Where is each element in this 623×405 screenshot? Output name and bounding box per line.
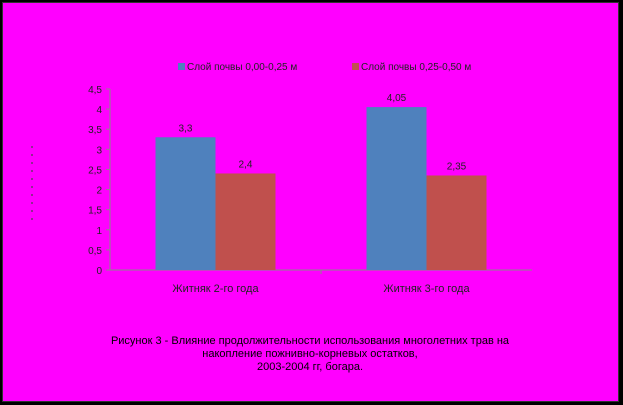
bar: [426, 175, 487, 270]
x-tick-label: Житняк 2-го года: [172, 283, 259, 295]
y-axis-title-dots: [30, 145, 34, 225]
legend-label: Слой почвы 0,25-0,50 м: [361, 62, 471, 73]
figure-caption: Рисунок 3 - Влияние продолжительности ис…: [40, 335, 580, 374]
y-tick-label: 4,5: [88, 85, 102, 96]
bar: [155, 137, 216, 270]
caption-line-1: Рисунок 3 - Влияние продолжительности ис…: [110, 335, 510, 347]
legend-label: Слой почвы 0,00-0,25 м: [187, 62, 297, 73]
y-tick-label: 1,5: [88, 206, 102, 217]
data-label: 2,4: [239, 159, 253, 170]
data-label: 2,35: [447, 161, 467, 172]
bar: [366, 107, 427, 270]
y-tick-label: 0: [96, 266, 102, 277]
caption-line-2: накопление пожнивно-корневых остатков,: [202, 348, 418, 360]
chart-frame: [2, 2, 619, 402]
x-tick-label: Житняк 3-го года: [383, 283, 470, 295]
legend-swatch: [178, 63, 185, 70]
y-tick-label: 3: [96, 145, 102, 156]
data-label: 4,05: [387, 93, 407, 104]
caption-line-3: 2003-2004 гг, богара.: [256, 361, 364, 373]
y-tick-label: 2,5: [88, 165, 102, 176]
y-tick-label: 2: [96, 186, 102, 197]
y-tick-label: 1: [96, 226, 102, 237]
legend-swatch: [352, 63, 359, 70]
bar: [215, 173, 276, 270]
y-tick-label: 4: [96, 105, 102, 116]
data-label: 3,3: [179, 123, 193, 134]
y-tick-label: 0,5: [88, 246, 102, 257]
y-tick-label: 3,5: [88, 125, 102, 136]
